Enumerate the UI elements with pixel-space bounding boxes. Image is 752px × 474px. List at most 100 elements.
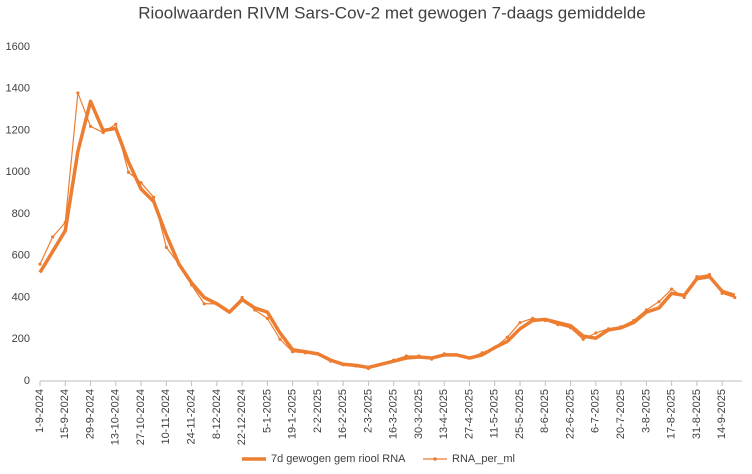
x-tick-label: 5-1-2025 <box>261 389 273 433</box>
series-marker <box>139 181 143 185</box>
series-marker <box>177 262 181 266</box>
x-tick-label: 14-9-2025 <box>716 389 728 439</box>
series-marker <box>442 352 446 356</box>
series-marker <box>467 356 472 360</box>
series-marker <box>657 300 661 304</box>
x-tick-label: 8-12-2024 <box>211 389 223 439</box>
series-marker <box>682 295 686 300</box>
x-tick-label: 24-11-2024 <box>185 389 197 444</box>
series-marker <box>328 359 333 363</box>
y-tick-label: 600 <box>12 250 30 262</box>
series-marker <box>392 358 396 362</box>
y-tick-label: 0 <box>24 375 30 387</box>
y-tick-label: 1200 <box>6 124 30 136</box>
series-marker <box>114 122 118 126</box>
series-marker <box>38 262 42 266</box>
series-marker <box>316 352 320 356</box>
x-tick-label: 15-9-2024 <box>59 389 71 439</box>
y-tick-label: 800 <box>12 208 30 220</box>
y-tick-label: 200 <box>12 333 30 345</box>
series-marker <box>126 170 131 174</box>
x-tick-label: 29-9-2024 <box>84 389 96 439</box>
series-marker <box>531 316 535 320</box>
x-tick-label: 1-9-2024 <box>34 389 46 433</box>
series-marker <box>581 337 585 341</box>
y-tick-label: 400 <box>12 291 30 303</box>
series-marker <box>278 337 282 341</box>
series-marker <box>518 320 522 325</box>
x-tick-label: 2-3-2025 <box>362 389 374 433</box>
x-tick-label: 13-4-2025 <box>438 389 450 439</box>
x-tick-label: 19-1-2025 <box>287 389 299 439</box>
series-marker <box>227 310 232 314</box>
legend-marker <box>433 457 437 461</box>
series-marker <box>202 302 206 306</box>
series-marker <box>265 316 269 320</box>
x-tick-label: 10-11-2024 <box>160 389 172 444</box>
x-tick-label: 31-8-2025 <box>691 389 703 439</box>
series-marker <box>51 235 55 239</box>
legend-label: RNA_per_ml <box>452 453 515 465</box>
y-tick-label: 1400 <box>6 83 30 95</box>
series-marker <box>63 220 67 224</box>
series-marker <box>341 363 345 367</box>
series-marker <box>88 124 93 128</box>
series-marker <box>720 291 724 295</box>
series-marker <box>215 302 219 306</box>
series-marker <box>543 318 547 323</box>
x-tick-label: 22-12-2024 <box>236 389 248 445</box>
legend-label: 7d gewogen gem riool RNA <box>271 453 406 465</box>
x-tick-label: 13-10-2024 <box>110 389 122 445</box>
x-tick-label: 3-8-2025 <box>640 389 652 433</box>
series-marker <box>594 331 598 335</box>
series-marker <box>291 350 295 354</box>
series-marker <box>164 245 168 249</box>
y-tick-label: 1600 <box>6 41 30 53</box>
series-marker <box>644 308 648 312</box>
series-marker <box>707 272 712 277</box>
series-marker <box>379 362 383 366</box>
series-marker <box>632 318 636 323</box>
x-tick-label: 16-3-2025 <box>388 389 400 439</box>
series-marker <box>619 325 623 329</box>
x-tick-label: 22-6-2025 <box>564 389 576 439</box>
x-tick-label: 25-5-2025 <box>514 389 526 439</box>
series-marker <box>354 364 358 368</box>
series-marker <box>493 346 497 350</box>
series-marker <box>670 287 674 291</box>
series-marker <box>430 357 434 361</box>
series-marker <box>253 308 257 312</box>
x-tick-label: 16-2-2025 <box>337 389 349 439</box>
series-marker <box>240 295 244 300</box>
chart-title: Rioolwaarden RIVM Sars-Cov-2 met gewogen… <box>138 3 645 22</box>
x-tick-label: 6-7-2025 <box>590 389 602 433</box>
x-tick-label: 8-6-2025 <box>539 389 551 433</box>
series-marker <box>695 275 699 279</box>
series-marker <box>455 353 459 357</box>
series-marker <box>417 354 421 358</box>
series-line <box>39 92 735 370</box>
x-tick-label: 2-2-2025 <box>312 389 324 433</box>
series-marker <box>733 295 737 300</box>
series-marker <box>505 335 509 339</box>
series-marker <box>189 283 194 287</box>
x-tick-label: 27-4-2025 <box>463 389 475 439</box>
series-marker <box>101 130 105 135</box>
series-marker <box>404 354 408 358</box>
series-line <box>38 99 736 370</box>
x-tick-label: 27-10-2024 <box>135 389 147 445</box>
series-marker <box>568 326 573 330</box>
series-marker <box>152 195 156 199</box>
series-marker <box>76 91 80 95</box>
series-marker <box>480 351 484 355</box>
series-marker <box>556 323 560 327</box>
x-tick-label: 17-8-2025 <box>666 389 678 439</box>
series-marker <box>606 327 611 331</box>
series-marker <box>303 351 307 355</box>
x-tick-label: 11-5-2025 <box>489 389 501 438</box>
y-tick-label: 1000 <box>6 166 30 178</box>
x-tick-label: 20-7-2025 <box>615 389 627 439</box>
x-tick-label: 30-3-2025 <box>413 389 425 439</box>
series-marker <box>366 366 371 371</box>
